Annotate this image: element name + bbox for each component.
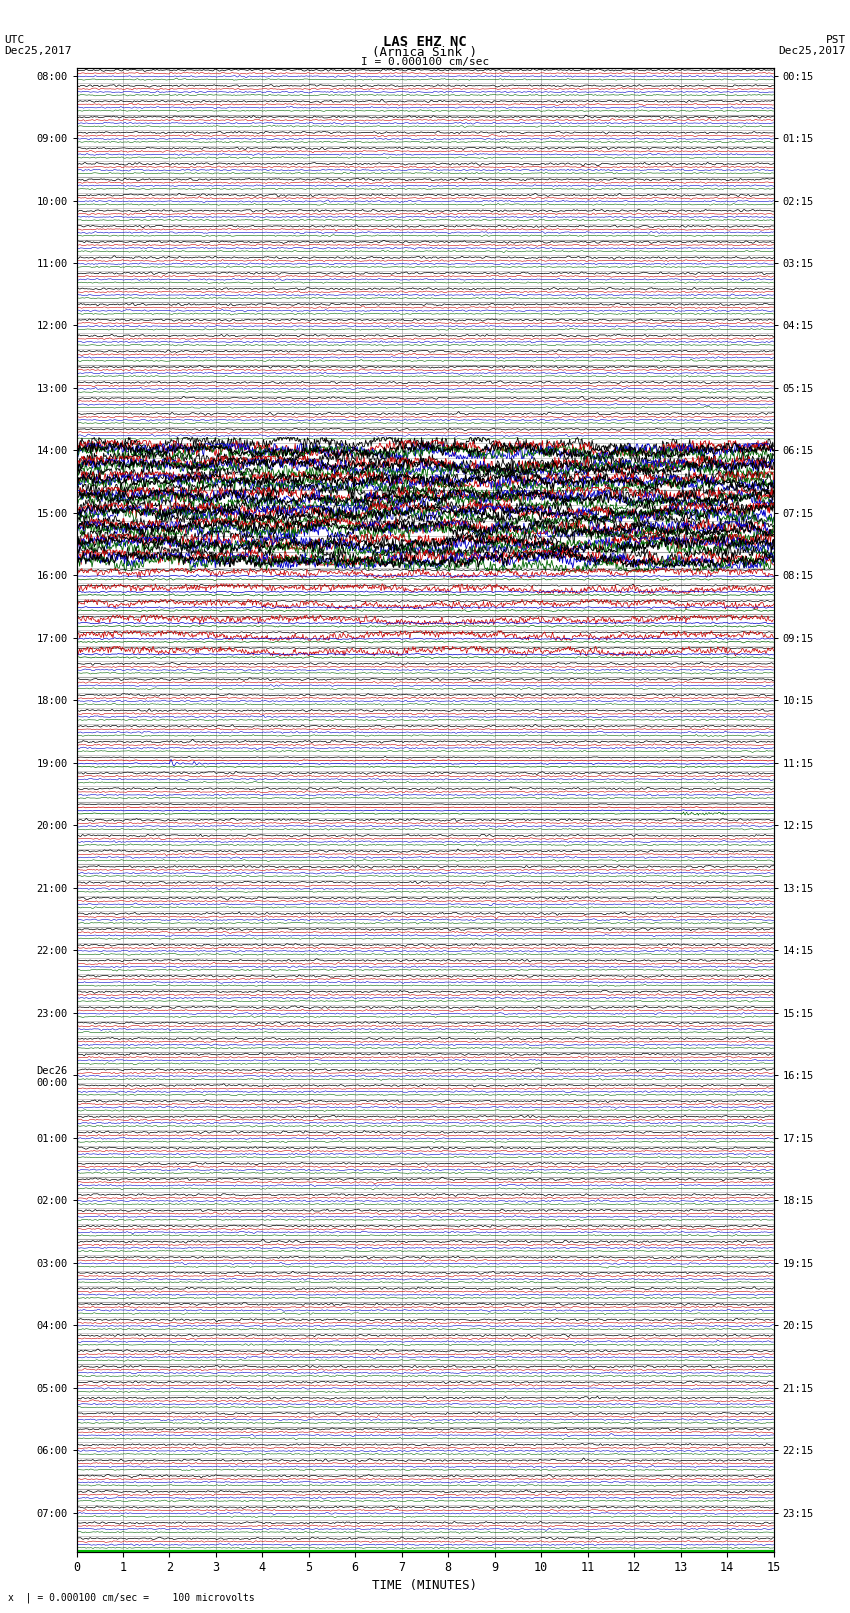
Text: UTC: UTC	[4, 35, 25, 45]
Text: PST: PST	[825, 35, 846, 45]
X-axis label: TIME (MINUTES): TIME (MINUTES)	[372, 1579, 478, 1592]
Text: Dec25,2017: Dec25,2017	[4, 45, 71, 56]
Text: (Arnica Sink ): (Arnica Sink )	[372, 45, 478, 60]
Text: I = 0.000100 cm/sec: I = 0.000100 cm/sec	[361, 58, 489, 68]
Text: Dec25,2017: Dec25,2017	[779, 45, 846, 56]
Text: x  | = 0.000100 cm/sec =    100 microvolts: x | = 0.000100 cm/sec = 100 microvolts	[8, 1592, 255, 1603]
Text: LAS EHZ NC: LAS EHZ NC	[383, 35, 467, 48]
